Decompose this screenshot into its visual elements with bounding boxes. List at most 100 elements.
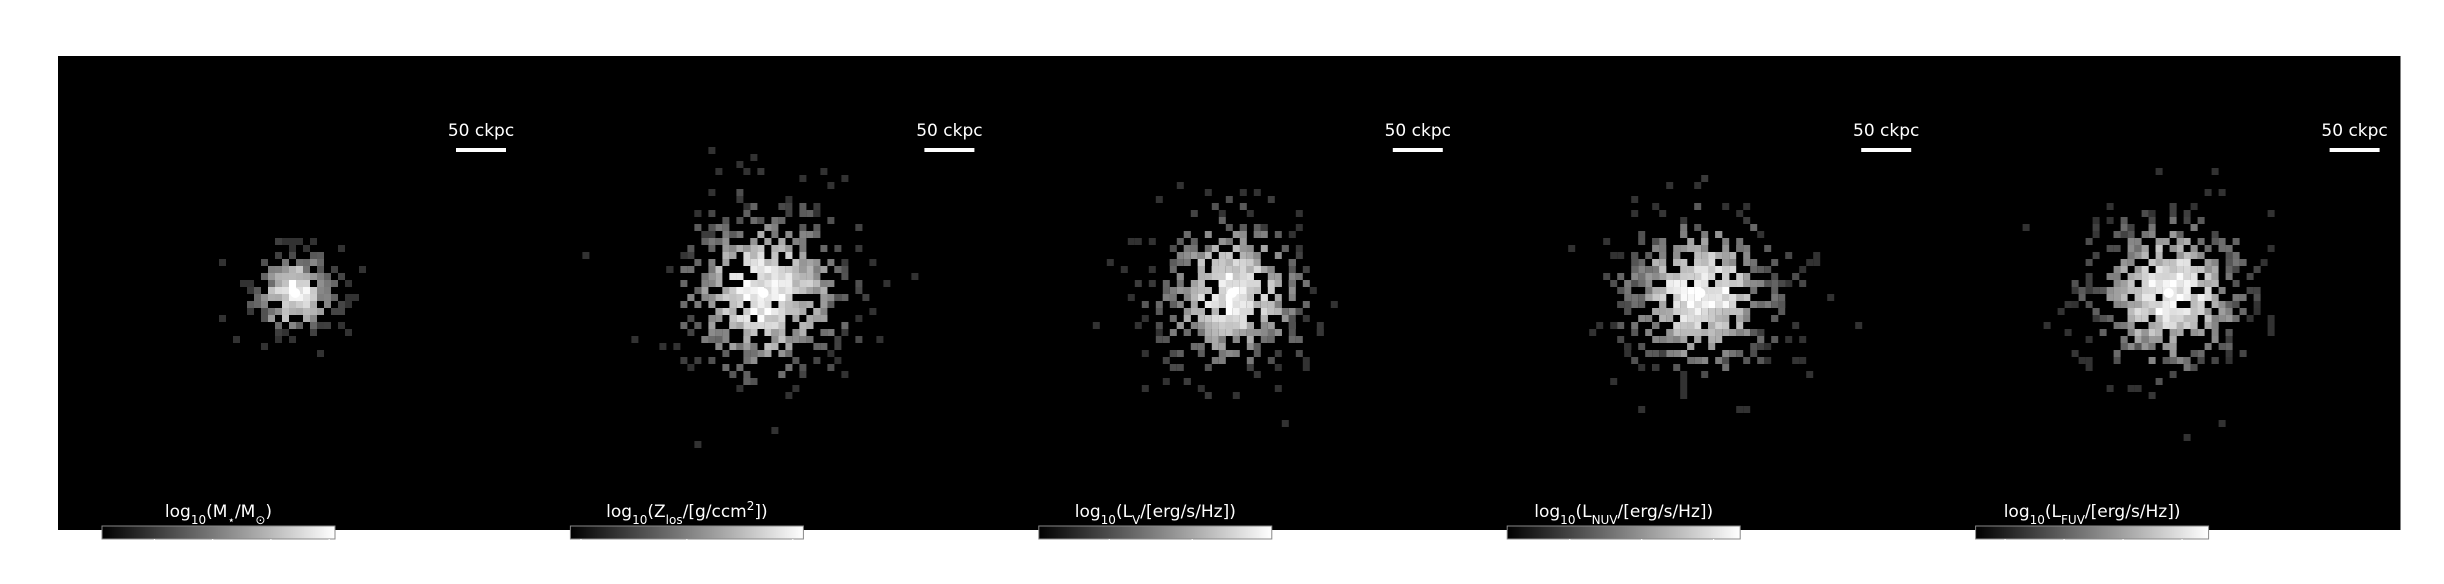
image-pixel [1302, 301, 1310, 308]
image-pixel [2169, 266, 2177, 273]
image-pixel [1708, 308, 1716, 315]
image-pixel [2197, 238, 2205, 245]
image-pixel [1246, 280, 1254, 287]
image-pixel [2106, 217, 2114, 224]
image-pixel [764, 329, 772, 336]
image-pixel [2183, 308, 2191, 315]
image-pixel [813, 343, 821, 350]
image-pixel [1701, 371, 1709, 378]
image-pixel [785, 245, 793, 252]
image-pixel [2120, 266, 2128, 273]
image-pixel [1197, 350, 1205, 357]
image-pixel [827, 329, 835, 336]
image-pixel [1680, 336, 1688, 343]
image-pixel [2092, 224, 2100, 231]
image-pixel [2183, 315, 2191, 322]
image-pixel [2169, 329, 2177, 336]
image-pixel [1687, 266, 1695, 273]
image-pixel [1631, 329, 1639, 336]
image-pixel [2106, 287, 2114, 294]
image-pixel [289, 294, 296, 301]
image-pixel [1659, 350, 1667, 357]
label-part: (L [1575, 502, 1592, 522]
image-pixel [1225, 196, 1233, 203]
image-pixel [750, 154, 758, 161]
image-pixel [1715, 336, 1723, 343]
image-pixel [1225, 315, 1233, 322]
image-pixel [771, 273, 779, 280]
image-pixel [2183, 259, 2191, 266]
image-pixel [1617, 273, 1625, 280]
image-pixel [2176, 238, 2184, 245]
image-pixel [2134, 308, 2142, 315]
image-pixel [1155, 196, 1163, 203]
image-pixel [2078, 294, 2086, 301]
image-pixel [1638, 315, 1646, 322]
image-pixel [785, 280, 793, 287]
panel: 50 ckpc log10(Zlos/[g/ccm2]) −10 −5 0 [526, 56, 996, 567]
image-pixel [1617, 336, 1625, 343]
image-pixel [743, 280, 751, 287]
image-pixel [1232, 301, 1240, 308]
image-pixel [1694, 245, 1702, 252]
image-pixel [2155, 252, 2163, 259]
image-pixel [268, 287, 275, 294]
image-pixel [1232, 266, 1240, 273]
image-pixel [1281, 315, 1289, 322]
image-pixel [1785, 336, 1793, 343]
image-pixel [2169, 259, 2177, 266]
image-pixel [1204, 392, 1212, 399]
image-pixel [2232, 259, 2240, 266]
image-pixel [282, 259, 289, 266]
image-pixel [1169, 245, 1177, 252]
image-pixel [785, 287, 793, 294]
image-pixel [1197, 273, 1205, 280]
image-pixel [338, 245, 345, 252]
image-pixel [820, 266, 828, 273]
image-pixel [722, 308, 730, 315]
image-pixel [1645, 252, 1653, 259]
image-pixel [1197, 385, 1205, 392]
image-pixel [764, 350, 772, 357]
image-pixel [2162, 308, 2170, 315]
image-pixel [1197, 266, 1205, 273]
image-pixel [1253, 350, 1261, 357]
image-pixel [2267, 210, 2275, 217]
image-pixel [1218, 343, 1226, 350]
image-pixel [1659, 336, 1667, 343]
image-pixel [289, 336, 296, 343]
image-pixel [2190, 280, 2198, 287]
image-pixel [750, 343, 758, 350]
image-pixel [1253, 301, 1261, 308]
image-pixel [799, 224, 807, 231]
image-pixel [743, 378, 751, 385]
image-pixel [1232, 273, 1240, 280]
image-pixel [1260, 315, 1268, 322]
image-pixel [2148, 308, 2156, 315]
image-pixel [855, 280, 863, 287]
image-pixel [869, 259, 877, 266]
colorbar-tick-label: 24 [1994, 547, 2016, 567]
image-pixel [1155, 336, 1163, 343]
image-pixel [820, 280, 828, 287]
image-pixel [2155, 322, 2163, 329]
image-pixel [1288, 336, 1296, 343]
image-pixel [1673, 245, 1681, 252]
image-pixel [1239, 238, 1247, 245]
image-pixel [2204, 266, 2212, 273]
image-pixel [2134, 252, 2142, 259]
image-pixel [2197, 350, 2205, 357]
image-pixel [1722, 301, 1730, 308]
image-pixel [1638, 273, 1646, 280]
image-pixel [1694, 182, 1702, 189]
image-pixel [1155, 301, 1163, 308]
image-pixel [1617, 322, 1625, 329]
image-pixel [1645, 280, 1653, 287]
image-pixel [1694, 259, 1702, 266]
image-pixel [2169, 217, 2177, 224]
image-pixel [240, 280, 247, 287]
image-pixel [1190, 210, 1198, 217]
image-pixel [2141, 315, 2149, 322]
image-pixel [1701, 273, 1709, 280]
image-pixel [2169, 322, 2177, 329]
